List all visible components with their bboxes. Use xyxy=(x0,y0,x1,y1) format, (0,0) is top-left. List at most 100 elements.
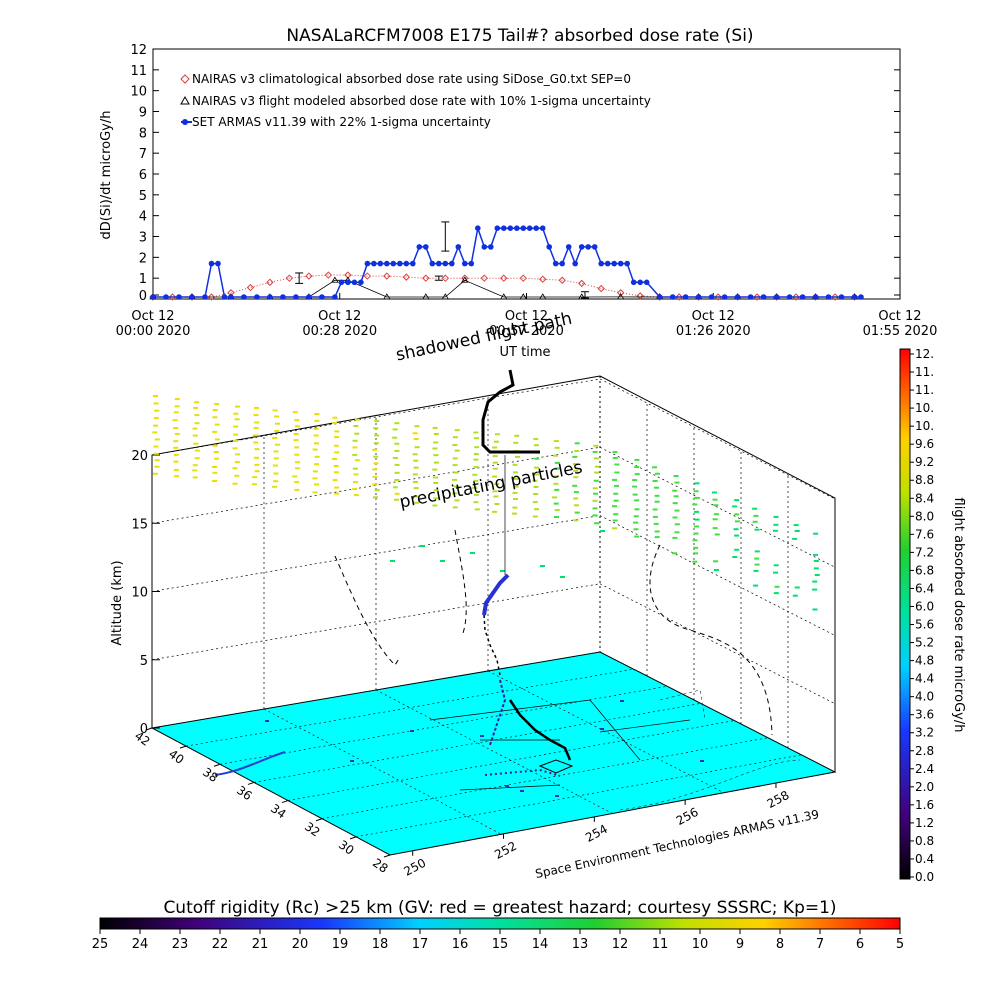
latitude-tick-label: 38 xyxy=(200,765,221,785)
latitude-tick-mark xyxy=(247,781,255,785)
point-set-armas xyxy=(416,244,423,250)
left-wall-altitude-line xyxy=(151,583,601,661)
particle-dash xyxy=(254,463,260,466)
particle-dash xyxy=(553,475,559,478)
particle-dash xyxy=(773,515,779,518)
particle-dash xyxy=(512,512,517,515)
particle-dash xyxy=(652,480,658,482)
particle-dash xyxy=(513,471,518,474)
particle-dash xyxy=(273,480,279,483)
particle-dash xyxy=(394,449,400,452)
point-set-armas xyxy=(838,294,845,300)
particle-dash xyxy=(392,486,398,489)
particle-dash xyxy=(592,487,598,490)
top-y-tick-label: 8 xyxy=(139,126,147,141)
particle-dash xyxy=(552,496,557,499)
point-nairas-climatological xyxy=(675,293,683,301)
particle-dash xyxy=(633,528,639,531)
ground-marker xyxy=(265,720,269,722)
particle-dash xyxy=(233,412,239,415)
point-set-armas xyxy=(306,294,312,300)
point-nairas-climatological xyxy=(344,271,352,279)
particle-dash xyxy=(773,523,779,526)
point-nairas-climatological xyxy=(324,271,333,279)
particle-dash xyxy=(654,530,660,533)
particle-dash xyxy=(534,466,539,469)
point-set-armas xyxy=(501,225,507,231)
particle-dash xyxy=(452,436,458,439)
point-set-armas xyxy=(773,294,780,300)
point-nairas-climatological xyxy=(500,274,508,282)
particle-dash xyxy=(273,457,279,460)
right-colorbar-tick-label: 10. xyxy=(915,419,934,433)
point-nairas-climatological xyxy=(402,273,411,281)
ground-state-border-dashed xyxy=(619,689,801,811)
precipitating-particles-cloud xyxy=(152,395,820,611)
point-set-armas xyxy=(423,244,429,250)
particle-dash xyxy=(472,473,478,476)
particle-dash xyxy=(794,586,800,589)
point-set-armas xyxy=(371,260,377,267)
particle-dash xyxy=(554,467,560,470)
point-nairas-climatological xyxy=(285,274,294,282)
particle-dash xyxy=(214,457,220,460)
point-set-armas xyxy=(338,279,345,286)
point-set-armas xyxy=(150,294,156,300)
right-colorbar-tick-label: 1.6 xyxy=(915,798,934,812)
point-nairas-climatological xyxy=(753,293,761,301)
particle-dash xyxy=(652,508,658,511)
point-set-armas xyxy=(533,225,539,231)
particle-dash xyxy=(512,506,518,509)
particle-dash xyxy=(674,481,680,484)
particle-dash xyxy=(473,501,479,504)
particle-dash xyxy=(295,461,300,464)
top-x-tick-label-time: 00:28 2020 xyxy=(302,324,377,339)
point-set-armas xyxy=(488,244,494,250)
top-y-tick-label: 12 xyxy=(130,43,147,58)
particle-dash xyxy=(654,494,660,497)
particle-dash xyxy=(254,448,260,451)
particle-dash xyxy=(354,432,360,435)
particle-dash xyxy=(333,471,339,474)
latitude-tick-mark xyxy=(315,818,323,822)
particle-dash xyxy=(634,508,640,511)
right-colorbar-tick-label: 8.8 xyxy=(915,473,934,487)
point-set-armas xyxy=(377,260,384,267)
point-set-armas xyxy=(455,244,462,250)
particle-dash xyxy=(692,539,698,542)
particle-dash xyxy=(394,442,400,445)
particle-dash xyxy=(234,418,240,421)
point-set-armas xyxy=(578,244,585,250)
longitude-tick-label: 254 xyxy=(583,822,610,845)
point-nairas-climatological xyxy=(441,274,450,282)
altitude-axis-label: Altitude (km) xyxy=(110,560,125,645)
particle-dash xyxy=(353,425,359,427)
particle-dash xyxy=(553,454,559,457)
particle-dash xyxy=(553,440,559,443)
particle-dash xyxy=(612,457,618,459)
particle-dash xyxy=(354,459,360,462)
right-colorbar-tick-label: 0.0 xyxy=(915,870,934,884)
particle-dash xyxy=(194,457,200,460)
particle-dash xyxy=(752,507,758,510)
particle-dash xyxy=(274,430,280,432)
particle-dash xyxy=(473,493,479,496)
particle-dash xyxy=(554,509,560,512)
point-nairas-climatological xyxy=(539,275,547,283)
particle-dash xyxy=(273,450,279,453)
point-set-armas xyxy=(436,260,442,267)
left-wall-shadow-path xyxy=(334,555,401,666)
point-set-armas xyxy=(319,294,325,300)
bottom-colorbar-tick-label: 25 xyxy=(92,937,109,952)
point-set-armas xyxy=(669,294,676,300)
particle-dash xyxy=(272,437,278,439)
point-set-armas xyxy=(624,260,630,267)
particle-dash xyxy=(193,406,199,409)
particle-dash xyxy=(394,479,400,481)
particle-dash xyxy=(634,466,640,469)
top-x-tick-label-time: 01:26 2020 xyxy=(676,324,751,339)
particle-dash xyxy=(394,471,400,474)
particle-dash xyxy=(652,466,657,469)
particle-dash xyxy=(314,463,319,466)
point-nairas-climatological xyxy=(616,289,625,297)
